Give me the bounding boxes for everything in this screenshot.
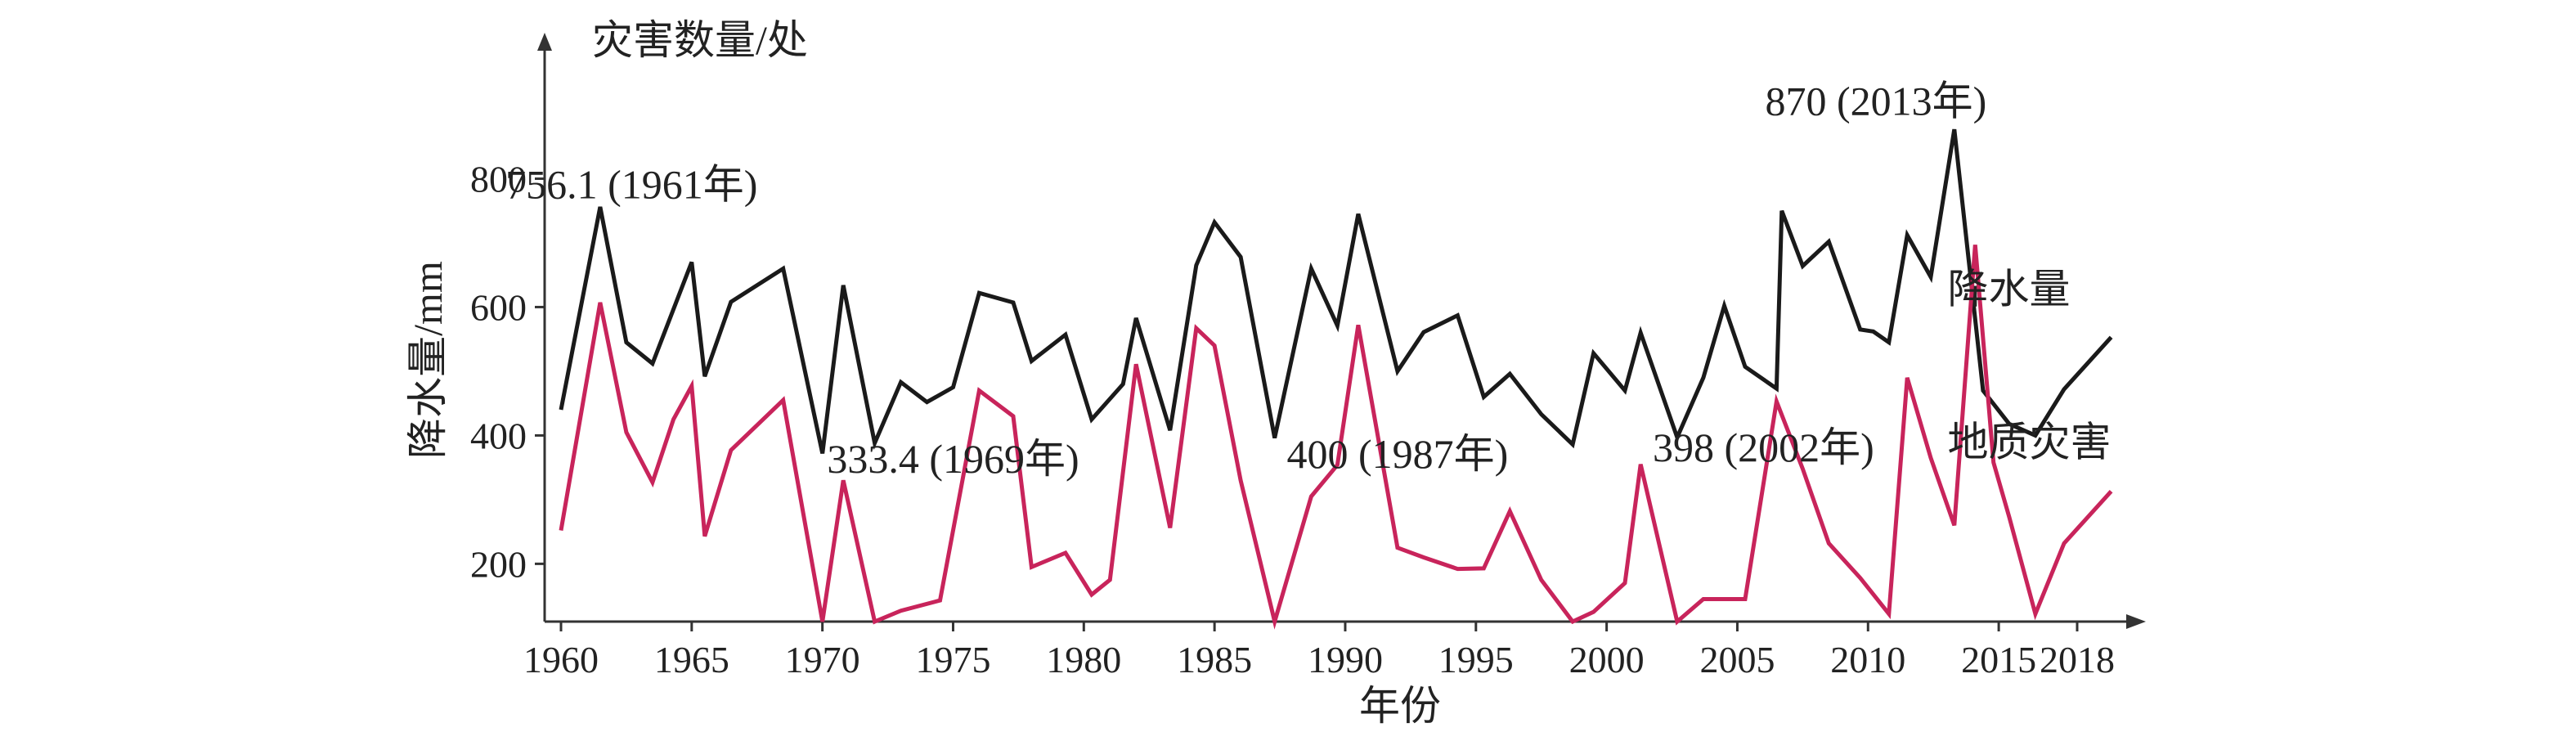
y-tick-label: 400 — [470, 415, 527, 456]
x-tick-label: 1965 — [654, 639, 729, 680]
annotations: 756.1 (1961年) 333.4 (1969年) 400 (1987年) … — [505, 78, 1986, 482]
y-secondary-label: 灾害数量/处 — [592, 17, 808, 63]
x-axis-arrow-icon — [2126, 614, 2146, 629]
series-label-disasters: 地质灾害 — [1948, 420, 2112, 465]
x-tick-label: 2015 — [1961, 639, 2036, 680]
ticks: 1960 1965 1970 1975 1980 1985 1990 1995 2000 2005… — [470, 158, 2115, 680]
annotation-1961-peak: 756.1 (1961年) — [505, 161, 757, 207]
y-tick-label: 600 — [470, 286, 527, 328]
annotation-2013-peak: 870 (2013年) — [1765, 78, 1986, 124]
x-tick-label: 1970 — [785, 639, 860, 680]
x-tick-label: 1990 — [1308, 639, 1383, 680]
annotation-1969-low: 333.4 (1969年) — [827, 436, 1079, 482]
annotation-2002-low: 398 (2002年) — [1653, 424, 1874, 470]
x-tick-label: 1960 — [523, 639, 599, 680]
x-tick-label: 2005 — [1699, 639, 1775, 680]
x-tick-label: 2000 — [1569, 639, 1645, 680]
y-axis-label: 降水量/mm — [405, 261, 451, 459]
x-tick-label: 1975 — [915, 639, 990, 680]
series-lines — [559, 128, 2113, 630]
x-tick-label: 1985 — [1177, 639, 1252, 680]
y-tick-label: 200 — [470, 543, 527, 585]
x-tick-label: 1995 — [1438, 639, 1514, 680]
series-line-disasters — [559, 245, 2113, 630]
x-tick-label: 1980 — [1046, 639, 1121, 680]
y-axis-arrow-icon — [537, 33, 552, 51]
x-tick-label: 2010 — [1830, 639, 1905, 680]
axes — [537, 33, 2146, 629]
x-axis-label: 年份 — [1359, 683, 1441, 729]
annotation-1987-low: 400 (1987年) — [1286, 431, 1508, 477]
x-tick-label: 2018 — [2040, 639, 2115, 680]
series-label-precipitation: 降水量 — [1948, 266, 2071, 312]
y-tick-label: 800 — [470, 158, 527, 200]
series-line-precipitation — [559, 128, 2113, 454]
